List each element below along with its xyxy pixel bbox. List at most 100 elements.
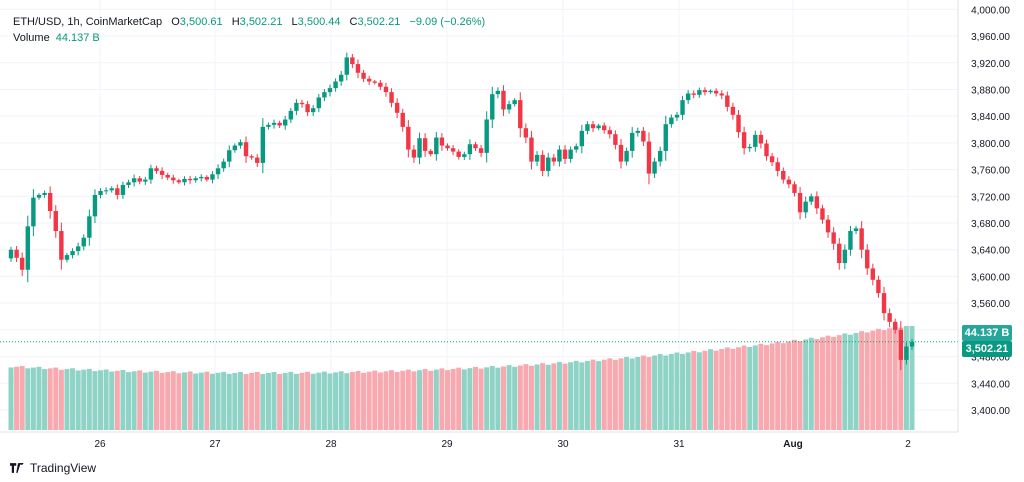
volume-bar	[137, 370, 143, 430]
volume-bar	[763, 345, 769, 430]
candle-body	[702, 90, 708, 93]
candle-body	[624, 150, 629, 162]
tradingview-brand: TradingView	[30, 461, 97, 475]
candle-body	[529, 137, 534, 162]
volume-badge: 44.137 B	[962, 325, 1012, 341]
volume-bar	[109, 371, 115, 430]
x-tick-label: 30	[557, 439, 569, 450]
volume-bar	[92, 371, 98, 430]
candle-body	[159, 170, 165, 175]
candle-body	[439, 137, 445, 146]
price-badge: 3,502.21	[962, 341, 1012, 357]
y-tick-label: 3,560.00	[971, 299, 1010, 310]
volume-bar	[181, 372, 187, 430]
volume-bar	[512, 366, 518, 430]
volume-bar	[305, 371, 311, 430]
volume-bar	[75, 370, 81, 430]
candle-body	[652, 161, 657, 174]
candle-body	[406, 126, 411, 150]
volume-bar	[338, 371, 344, 430]
y-tick-label: 3,400.00	[971, 406, 1010, 417]
volume-bar	[472, 366, 478, 430]
open-label: O	[171, 16, 180, 28]
volume-bar	[126, 372, 132, 430]
candle-body	[316, 97, 321, 109]
candle-body	[126, 182, 131, 185]
y-tick-label: 3,840.00	[971, 112, 1010, 123]
volume-bar	[25, 368, 31, 430]
candle-body	[842, 249, 848, 264]
volume-bar	[814, 339, 820, 430]
candle-body	[562, 149, 568, 159]
volume-bar	[36, 366, 42, 430]
candle-body	[70, 251, 75, 256]
volume-bar	[221, 371, 227, 430]
volume-bar	[81, 369, 87, 430]
volume-bar	[249, 372, 255, 430]
volume-bar	[691, 350, 697, 430]
y-tick-label: 3,720.00	[971, 192, 1010, 203]
volume-bar	[579, 362, 585, 430]
symbol-title[interactable]: ETH/USD, 1h, CoinMarketCap	[13, 16, 163, 28]
volume-bar	[573, 360, 579, 430]
x-tick-label: 29	[441, 439, 453, 450]
candle-body	[741, 132, 747, 149]
volume-bar	[663, 355, 669, 430]
y-tick-label: 3,960.00	[971, 32, 1010, 43]
candle-body	[221, 161, 226, 169]
volume-bar	[209, 373, 215, 430]
candle-body	[546, 157, 551, 171]
candle-body	[792, 184, 797, 193]
candle-body	[53, 210, 58, 232]
candle-body	[14, 249, 19, 258]
volume-bar	[64, 369, 70, 430]
volume-bar	[299, 372, 305, 430]
volume-bar	[372, 370, 378, 430]
candle-body	[372, 81, 377, 83]
candle-body	[613, 134, 618, 145]
candle-body	[669, 117, 674, 125]
volume-bar	[484, 367, 490, 430]
candle-body	[450, 148, 456, 152]
volume-bar	[674, 352, 680, 430]
volume-bar	[405, 369, 411, 430]
candle-body	[333, 81, 338, 89]
candle-body	[109, 188, 114, 191]
candle-body	[193, 178, 198, 181]
volume-bar	[394, 371, 400, 430]
candle-body	[456, 151, 461, 157]
candle-body	[478, 148, 484, 153]
candle-body	[781, 170, 786, 180]
volume-bar	[607, 358, 613, 430]
candle-body	[523, 128, 529, 138]
candle-body	[115, 188, 120, 195]
candle-body	[47, 192, 53, 211]
volume-bar	[791, 339, 797, 430]
x-tick-label: 27	[209, 439, 221, 450]
candle-body	[512, 100, 517, 105]
candle-body	[148, 168, 154, 180]
volume-bar	[590, 359, 596, 430]
volume-bar	[333, 372, 339, 430]
volume-bar	[584, 361, 590, 430]
volume-bar	[445, 370, 451, 430]
candle-body	[327, 88, 333, 93]
volume-bar	[187, 371, 193, 430]
candle-body	[490, 94, 495, 120]
volume-bar	[562, 363, 568, 430]
volume-bar	[349, 372, 355, 430]
volume-bar	[859, 331, 865, 430]
tradingview-footer[interactable]: TradingView	[10, 461, 96, 475]
volume-bar	[400, 370, 406, 430]
candle-body	[506, 104, 512, 110]
open-value: 3,500.61	[179, 16, 223, 28]
candle-body	[853, 228, 859, 232]
volume-label: Volume	[13, 32, 50, 44]
candle-body	[708, 90, 713, 93]
candle-body	[865, 249, 870, 269]
candle-body	[143, 179, 148, 182]
volume-bar	[523, 364, 529, 430]
volume-bar	[853, 332, 859, 430]
candle-body	[199, 176, 204, 179]
